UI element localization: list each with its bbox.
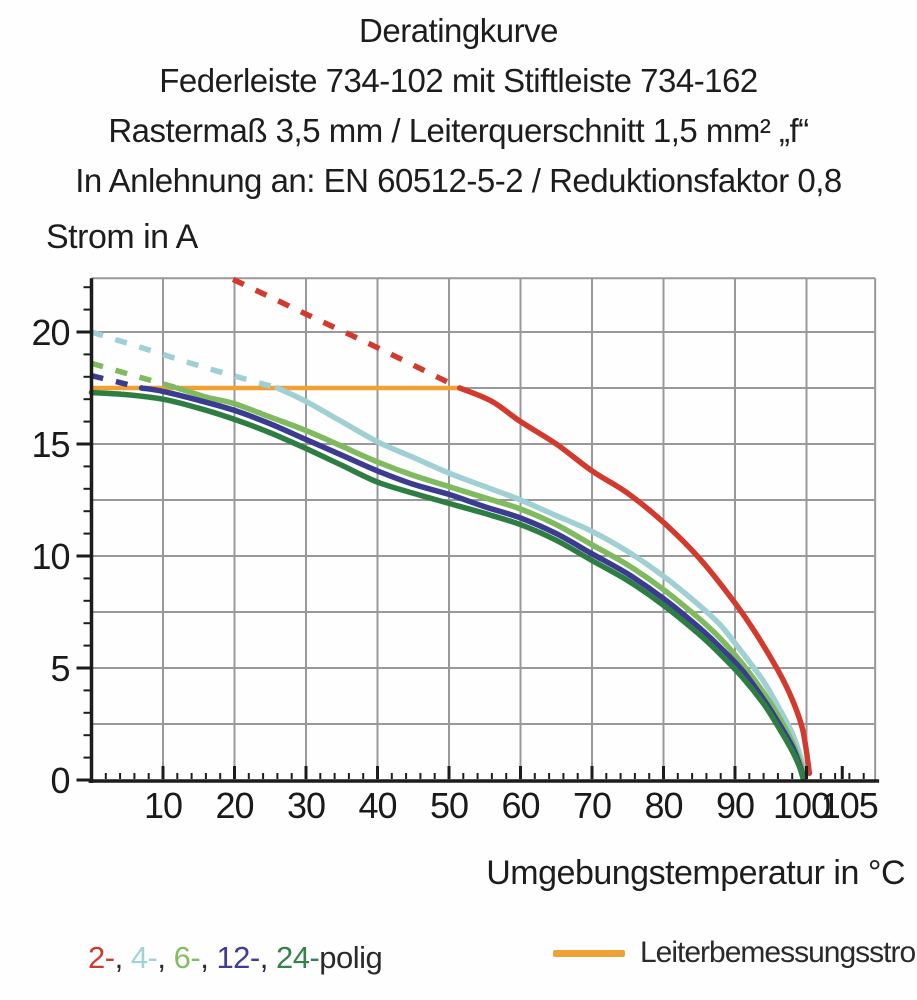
x-tick-label-70: 70: [573, 785, 611, 826]
legend-poles: 2-, 4-, 6-, 12-, 24-polig: [88, 940, 383, 976]
legend-pole-6: 6-: [173, 940, 201, 975]
legend-separator: ,: [114, 940, 131, 975]
curve-dashed-12-polig: [90, 373, 143, 391]
x-tick-label-105: 105: [821, 785, 878, 826]
legend-separator: ,: [157, 940, 174, 975]
curve-24-polig: [88, 389, 806, 781]
y-tick-label-20: 20: [31, 312, 69, 353]
chart-title-block: Deratingkurve Federleiste 734-102 mit St…: [0, 6, 917, 206]
title-line-4: In Anlehnung an: EN 60512-5-2 / Reduktio…: [75, 162, 842, 199]
legend-separator: ,: [259, 940, 276, 975]
legend-reference: Leiterbemessungsstrom: [553, 936, 917, 970]
curve-dashed-2-polig: [231, 276, 461, 391]
curve-12-polig: [138, 385, 807, 781]
curve-2-polig: [456, 385, 813, 777]
curve-dashed-6-polig: [90, 360, 179, 391]
x-tick-label-60: 60: [501, 785, 539, 826]
legend-poles-suffix: polig: [319, 940, 383, 975]
y-tick-label-0: 0: [50, 760, 69, 801]
x-tick-label-80: 80: [644, 785, 682, 826]
curve-4-polig: [274, 385, 809, 779]
x-tick-label-40: 40: [358, 785, 396, 826]
x-tick-label-30: 30: [287, 785, 325, 826]
y-tick-label-5: 5: [50, 648, 69, 689]
legend-pole-2: 2-: [88, 940, 115, 975]
title-line-2: Federleiste 734-102 mit Stiftleiste 734-…: [159, 62, 758, 99]
curve-dashed-4-polig: [90, 329, 279, 391]
x-tick-label-10: 10: [144, 785, 182, 826]
y-tick-label-15: 15: [31, 424, 69, 465]
x-tick-label-20: 20: [215, 785, 253, 826]
reference-line-label: Leiterbemessungsstrom: [640, 936, 917, 969]
title-line-1: Deratingkurve: [359, 12, 558, 49]
y-tick-label-10: 10: [31, 536, 69, 577]
title-line-3: Rastermaß 3,5 mm / Leiterquerschnitt 1,5…: [108, 112, 809, 149]
legend-pole-24: 24-: [275, 940, 320, 975]
legend-separator: ,: [200, 940, 217, 975]
curve-6-polig: [174, 385, 808, 780]
y-axis-title: Strom in A: [46, 218, 198, 256]
legend-row: 2-, 4-, 6-, 12-, 24-polig Leiterbemessun…: [0, 936, 917, 982]
x-tick-label-90: 90: [716, 785, 754, 826]
x-axis-title: Umgebungstemperatur in °C: [486, 854, 905, 892]
x-tick-label-50: 50: [430, 785, 468, 826]
legend-pole-12: 12-: [216, 940, 260, 975]
legend-pole-4: 4-: [130, 940, 158, 975]
x-tick-label-100: 100: [773, 785, 830, 826]
reference-line-swatch: [553, 949, 625, 957]
